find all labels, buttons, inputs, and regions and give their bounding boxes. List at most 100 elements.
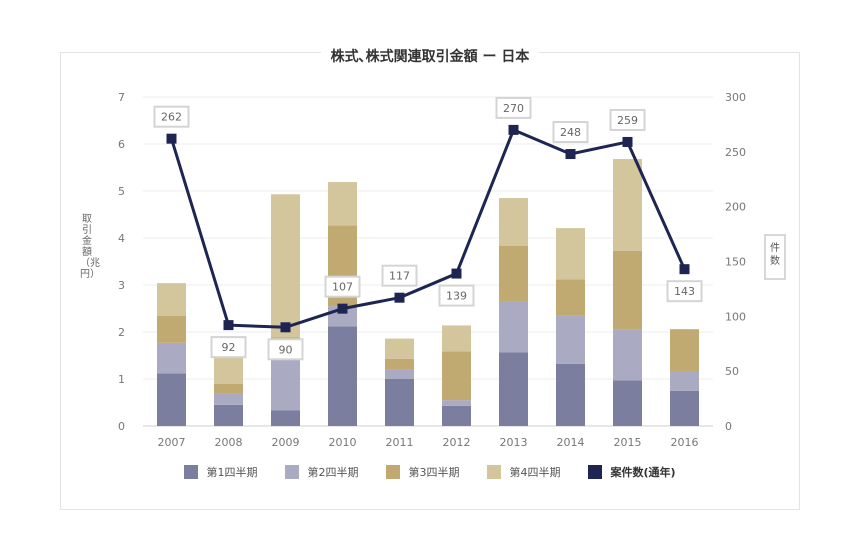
bar-segment-q3 — [385, 358, 414, 370]
bar-segment-q1 — [385, 379, 414, 426]
y-left-tick-label: 4 — [118, 232, 125, 245]
y-right-tick-label: 0 — [725, 420, 732, 433]
deal-count-label: 143 — [674, 285, 695, 298]
deal-count-point — [223, 320, 234, 331]
y-left-tick-label: 1 — [118, 373, 125, 386]
y-left-tick-label: 6 — [118, 138, 125, 151]
deal-count-label: 248 — [560, 126, 581, 139]
bar-segment-q1 — [670, 390, 699, 426]
x-tick-label: 2012 — [443, 436, 471, 449]
deal-count-label-box — [153, 105, 190, 128]
bar-segment-q4 — [556, 228, 585, 280]
legend-item-deal-count: 案件数(通年) — [588, 464, 676, 480]
legend-label-q3: 第3四半期 — [408, 466, 460, 479]
deal-count-label: 117 — [389, 270, 410, 283]
y-left-tick-label: 3 — [118, 279, 125, 292]
bar-segment-q3 — [499, 245, 528, 302]
bar-segment-q2 — [442, 400, 471, 406]
bar-segment-q1 — [556, 363, 585, 426]
legend-swatch-q3 — [386, 465, 401, 479]
legend: 第1四半期 第2四半期 第3四半期 第4四半期 案件数(通年) — [0, 464, 860, 480]
deal-count-point — [451, 268, 462, 279]
y-left-tick-label: 7 — [118, 91, 125, 104]
bar-segment-q2 — [499, 301, 528, 353]
bar-segment-q2 — [214, 393, 243, 405]
deal-count-label: 139 — [446, 290, 467, 303]
x-tick-label: 2010 — [329, 436, 357, 449]
deal-count-label-box — [495, 96, 532, 119]
x-tick-label: 2013 — [500, 436, 528, 449]
bar-segment-q3 — [442, 351, 471, 401]
deal-count-point — [508, 124, 519, 135]
deal-count-label-box — [666, 280, 703, 303]
deal-count-label: 92 — [222, 341, 236, 354]
bar-segment-q4 — [328, 182, 357, 226]
deal-count-label-box — [381, 264, 418, 287]
y-right-tick-label: 150 — [725, 256, 746, 269]
chart-title: 株式､株式関連取引金額 ー 日本 — [0, 46, 860, 66]
legend-label-deal-count: 案件数(通年) — [610, 466, 676, 479]
deal-count-label: 90 — [279, 343, 293, 356]
bar-segment-q4 — [613, 159, 642, 251]
bar-segment-q4 — [442, 325, 471, 352]
bar-segment-q2 — [556, 315, 585, 364]
y-right-tick-label: 200 — [725, 201, 746, 214]
bar-segment-q1 — [157, 373, 186, 426]
chart-plot: 0 1 2 3 4 5 6 7 0 50 100 150 200 250 300 2007 2008 2009 20… — [118, 91, 746, 449]
bar-segment-q4 — [157, 283, 186, 317]
x-tick-label: 2014 — [557, 436, 585, 449]
bar-segment-q1 — [499, 352, 528, 426]
legend-swatch-q4 — [487, 465, 502, 479]
bar-segment-q3 — [157, 316, 186, 343]
legend-item-q2: 第2四半期 — [285, 464, 358, 480]
deal-count-point — [166, 133, 177, 144]
y-left-tick-label: 0 — [118, 420, 125, 433]
y-left-tick-label: 5 — [118, 185, 125, 198]
legend-item-q1: 第1四半期 — [184, 464, 257, 480]
deal-count-label-box — [438, 284, 475, 307]
y-right-tick-label: 300 — [725, 91, 746, 104]
legend-item-q3: 第3四半期 — [386, 464, 459, 480]
bar-segment-q4 — [385, 338, 414, 359]
deal-count-label-box — [609, 108, 646, 131]
deal-count-point — [337, 303, 348, 314]
deal-count-label: 259 — [617, 114, 638, 127]
bar-segment-q3 — [613, 250, 642, 330]
y-axis-right-label: 件数 — [764, 234, 786, 280]
deal-count-point — [622, 136, 633, 147]
bar-segment-q1 — [442, 405, 471, 426]
bar-segment-q1 — [613, 380, 642, 426]
y-axis-left-label: 取引金額（兆円） — [80, 214, 100, 280]
deal-count-point — [679, 264, 690, 275]
bar-segment-q2 — [157, 342, 186, 374]
x-tick-label: 2008 — [215, 436, 243, 449]
bar-segment-q3 — [670, 329, 699, 372]
legend-item-q4: 第4四半期 — [487, 464, 560, 480]
x-tick-label: 2016 — [671, 436, 699, 449]
bar-segment-q1 — [328, 326, 357, 426]
x-tick-label: 2009 — [272, 436, 300, 449]
deal-count-point — [280, 322, 291, 333]
bar-segment-q1 — [271, 410, 300, 426]
y-right-tick-label: 50 — [725, 365, 739, 378]
deal-count-line — [170, 128, 686, 329]
x-tick-label: 2011 — [386, 436, 414, 449]
bar-segment-q3 — [556, 279, 585, 316]
legend-swatch-q2 — [285, 465, 300, 479]
deal-count-label: 270 — [503, 102, 524, 115]
bar-segment-q2 — [670, 371, 699, 391]
bar-segment-q4 — [499, 198, 528, 246]
deal-count-label-box — [210, 336, 247, 359]
x-tick-label: 2007 — [158, 436, 186, 449]
y-right-tick-label: 250 — [725, 146, 746, 159]
bar-segment-q4 — [271, 194, 300, 338]
y-right-tick-label: 100 — [725, 310, 746, 323]
bar-segment-q2 — [613, 329, 642, 381]
deal-count-label-box — [267, 338, 304, 361]
legend-label-q2: 第2四半期 — [307, 466, 359, 479]
legend-swatch-q1 — [184, 465, 199, 479]
deal-count-point — [565, 149, 576, 160]
x-tick-label: 2015 — [614, 436, 642, 449]
bar-segment-q2 — [385, 369, 414, 379]
bar-segment-q1 — [214, 404, 243, 426]
